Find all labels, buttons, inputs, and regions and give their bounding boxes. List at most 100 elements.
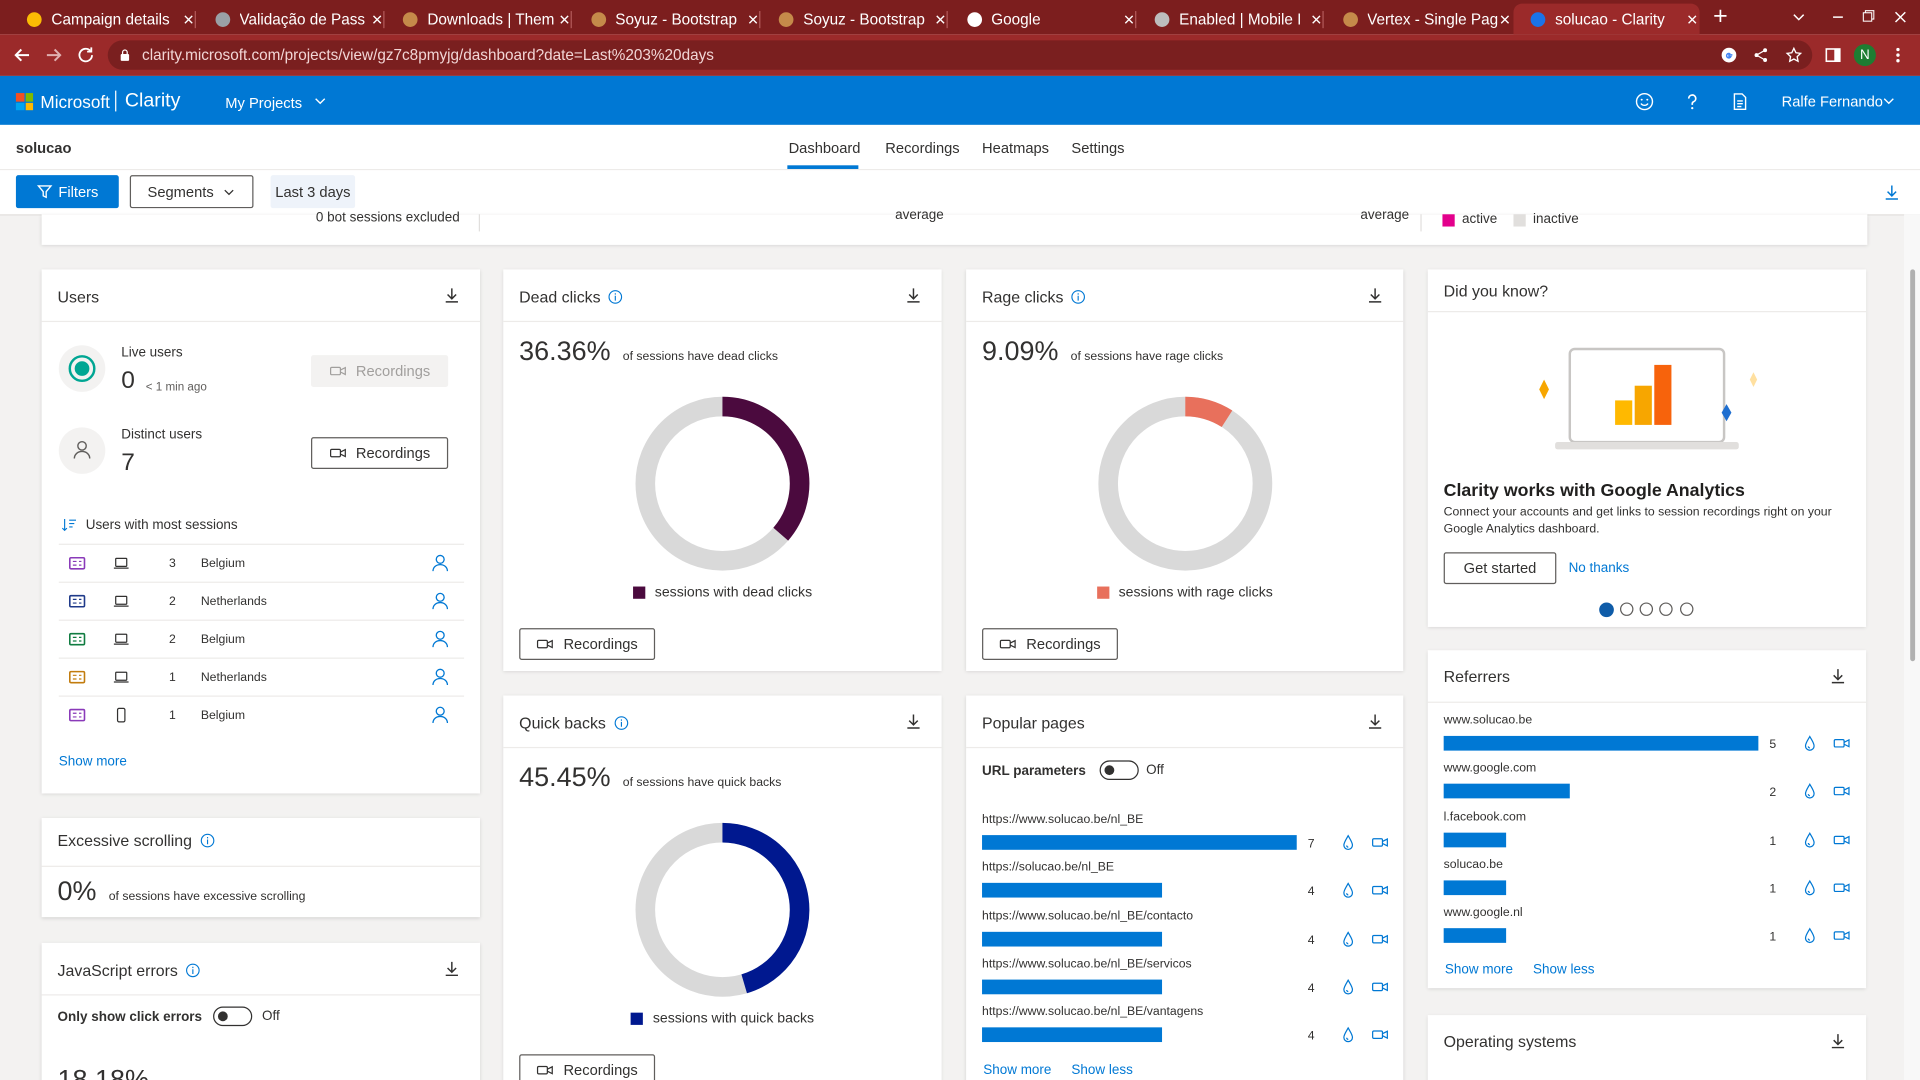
- no-thanks[interactable]: No thanks: [1568, 560, 1630, 576]
- nav-tab[interactable]: Heatmaps: [982, 139, 1050, 157]
- download-icon[interactable]: [443, 287, 460, 304]
- a[interactable]: [1659, 602, 1673, 616]
- browser-tab[interactable]: Downloads | Them: [386, 4, 572, 35]
- show-more[interactable]: Show more: [1444, 962, 1514, 978]
- omnibox[interactable]: clarity.microsoft.com/projects/view/gz7c…: [107, 40, 1813, 70]
- x-icon[interactable]: [557, 12, 572, 27]
- a[interactable]: [1620, 602, 1634, 616]
- cam-icon[interactable]: [1371, 834, 1388, 851]
- close-icon[interactable]: [1892, 9, 1909, 26]
- user-row[interactable]: 2 Belgium: [58, 619, 465, 659]
- a[interactable]: [1680, 602, 1694, 616]
- help-icon[interactable]: [1682, 92, 1702, 112]
- donut-segment[interactable]: [722, 822, 810, 994]
- download-icon[interactable]: [905, 713, 922, 730]
- get-started-button[interactable]: Get started: [1443, 552, 1557, 585]
- date-range[interactable]: Last 3 days: [270, 175, 356, 209]
- a[interactable]: [1639, 602, 1654, 616]
- x-icon[interactable]: [181, 12, 196, 27]
- segments-button[interactable]: Segments: [129, 175, 254, 209]
- drop-icon[interactable]: [1801, 735, 1818, 752]
- cam-icon[interactable]: [1833, 879, 1850, 896]
- drop-icon[interactable]: [1340, 930, 1357, 947]
- smile-icon[interactable]: [1635, 92, 1655, 112]
- x-icon[interactable]: [1497, 12, 1512, 27]
- drop-icon[interactable]: [1340, 978, 1357, 995]
- browser-tab[interactable]: Vertex - Single Pag: [1326, 4, 1512, 35]
- reload-icon[interactable]: [76, 45, 96, 65]
- browser-tab[interactable]: solucao - Clarity: [1513, 3, 1700, 35]
- download-icon[interactable]: [1367, 713, 1384, 730]
- show-more[interactable]: Show more: [983, 1062, 1052, 1078]
- donut-segment[interactable]: [722, 396, 810, 541]
- nav-tab[interactable]: Settings: [1071, 139, 1125, 157]
- scrollbar[interactable]: [1904, 214, 1920, 1080]
- nav-tab[interactable]: Dashboard: [788, 139, 861, 157]
- recordings-button[interactable]: Recordings: [982, 628, 1118, 660]
- x-icon[interactable]: [745, 12, 760, 27]
- download-icon[interactable]: [905, 287, 922, 304]
- drop-icon[interactable]: [1801, 783, 1818, 800]
- drop-icon[interactable]: [1801, 927, 1818, 944]
- x-icon[interactable]: [1685, 12, 1700, 27]
- browser-tab[interactable]: Soyuz - Bootstrap: [762, 4, 948, 35]
- browser-tab[interactable]: Enabled | Mobile I: [1138, 4, 1324, 35]
- min-icon[interactable]: [1829, 9, 1846, 26]
- cam-icon[interactable]: [1833, 927, 1850, 944]
- download-icon[interactable]: [1829, 1032, 1846, 1049]
- show-less[interactable]: Show less: [1533, 962, 1595, 978]
- recordings-button[interactable]: Recordings: [519, 628, 656, 660]
- drop-icon[interactable]: [1340, 882, 1357, 899]
- recordings-button[interactable]: Recordings: [311, 437, 449, 469]
- drop-icon[interactable]: [1340, 834, 1357, 851]
- doc-icon[interactable]: [1730, 92, 1750, 112]
- show-more[interactable]: Show more: [58, 754, 127, 769]
- browser-tab[interactable]: Campaign details: [10, 4, 196, 35]
- my-projects[interactable]: My Projects: [225, 94, 303, 112]
- x-icon[interactable]: [933, 12, 948, 27]
- cam-icon[interactable]: [1371, 978, 1388, 995]
- person-icon[interactable]: [431, 705, 449, 724]
- download-icon[interactable]: [443, 960, 460, 977]
- person-icon[interactable]: [431, 629, 449, 648]
- user-row[interactable]: 1 Netherlands: [58, 657, 465, 697]
- cam-icon[interactable]: [1371, 882, 1388, 899]
- browser-tab[interactable]: Validação de Pass: [198, 4, 384, 35]
- toggle[interactable]: [213, 1006, 253, 1027]
- fwd-icon[interactable]: [44, 45, 64, 65]
- show-less[interactable]: Show less: [1071, 1062, 1133, 1078]
- cam-icon[interactable]: [1833, 735, 1850, 752]
- profile-avatar[interactable]: N: [1853, 44, 1876, 67]
- nav-tab[interactable]: Recordings: [885, 139, 960, 157]
- browser-tab[interactable]: Soyuz - Bootstrap: [574, 4, 760, 35]
- plus-icon[interactable]: [1712, 7, 1729, 24]
- a[interactable]: [1599, 602, 1614, 618]
- filters-button[interactable]: Filters: [15, 175, 119, 209]
- user-row[interactable]: 3 Belgium: [58, 543, 465, 583]
- restore-icon[interactable]: [1861, 9, 1876, 24]
- cam-icon[interactable]: [1833, 831, 1850, 848]
- browser-tab[interactable]: Google: [950, 4, 1136, 35]
- x-icon[interactable]: [1121, 12, 1136, 27]
- download-icon[interactable]: [1367, 287, 1384, 304]
- person-icon[interactable]: [431, 553, 449, 572]
- drop-icon[interactable]: [1801, 831, 1818, 848]
- download-icon[interactable]: [1883, 184, 1900, 201]
- x-icon[interactable]: [369, 12, 384, 27]
- donut-segment[interactable]: [1184, 396, 1233, 428]
- dots-icon[interactable]: [1888, 45, 1908, 65]
- person-icon[interactable]: [431, 667, 449, 686]
- download-icon[interactable]: [1829, 667, 1846, 684]
- recordings-button[interactable]: Recordings: [519, 1054, 656, 1080]
- cam-icon[interactable]: [1371, 1026, 1388, 1043]
- back-icon[interactable]: [12, 45, 32, 65]
- cam-icon[interactable]: [1833, 783, 1850, 800]
- cam-icon[interactable]: [1371, 930, 1388, 947]
- drop-icon[interactable]: [1340, 1026, 1357, 1043]
- user-name[interactable]: Ralfe Fernando: [1781, 93, 1883, 111]
- user-row[interactable]: 2 Netherlands: [58, 581, 465, 621]
- user-row[interactable]: 1 Belgium: [58, 695, 465, 735]
- person-icon[interactable]: [431, 591, 449, 610]
- scroll-thumb[interactable]: [1910, 269, 1916, 662]
- toggle[interactable]: [1099, 760, 1139, 780]
